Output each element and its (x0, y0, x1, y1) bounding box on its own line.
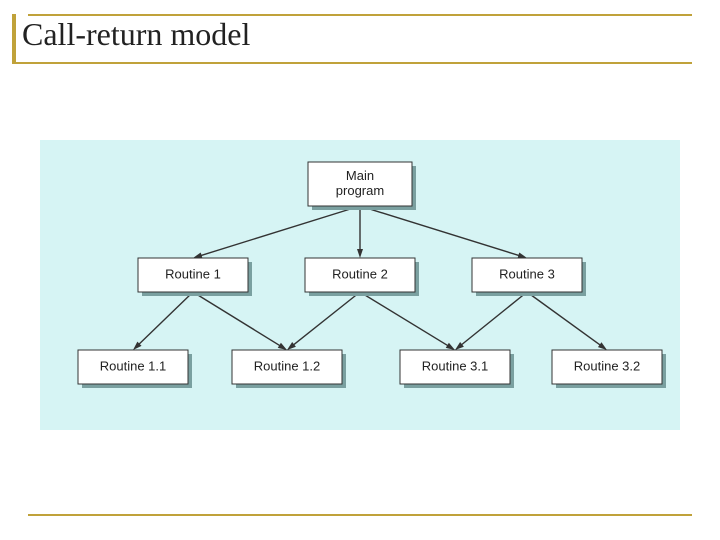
diagram-node: Routine 3 (472, 258, 586, 296)
footer-rule (28, 514, 692, 516)
edge (360, 206, 522, 256)
title-accent (12, 14, 16, 62)
slide: Call-return model Mainprogram Routine 1 Ro… (0, 0, 720, 540)
arrow-head-icon (278, 343, 287, 350)
diagram-node: Routine 1 (138, 258, 252, 296)
node-label: Routine 3.1 (422, 358, 489, 373)
node-label: Routine 2 (332, 266, 388, 281)
diagram-node: Routine 3.1 (400, 350, 514, 388)
edge (360, 292, 450, 347)
arrow-head-icon (518, 252, 527, 258)
node-label: Routine 1.1 (100, 358, 167, 373)
diagram-node: Routine 1.1 (78, 350, 192, 388)
edge (198, 206, 360, 256)
edge (193, 292, 282, 347)
arrow-head-icon (446, 343, 455, 350)
edge (291, 292, 360, 347)
call-return-diagram: Mainprogram Routine 1 Routine 2 Routine 3 Ro… (40, 140, 680, 430)
diagram-node: Routine 3.2 (552, 350, 666, 388)
node-label: Routine 3.2 (574, 358, 641, 373)
node-label: Routine 1.2 (254, 358, 321, 373)
arrow-head-icon (193, 252, 202, 258)
node-label: Routine 1 (165, 266, 221, 281)
node-label: Main (346, 168, 374, 183)
edge (459, 292, 527, 347)
arrow-head-icon (357, 249, 363, 258)
edge (137, 292, 193, 346)
node-label: program (336, 183, 384, 198)
diagram-node: Mainprogram (308, 162, 416, 210)
edge (527, 292, 603, 347)
arrow-head-icon (598, 342, 607, 350)
node-label: Routine 3 (499, 266, 555, 281)
diagram-panel: Mainprogram Routine 1 Routine 2 Routine 3 Ro… (40, 140, 680, 430)
diagram-node: Routine 1.2 (232, 350, 346, 388)
title-rule-bottom (12, 62, 692, 64)
page-title: Call-return model (22, 16, 250, 53)
diagram-node: Routine 2 (305, 258, 419, 296)
